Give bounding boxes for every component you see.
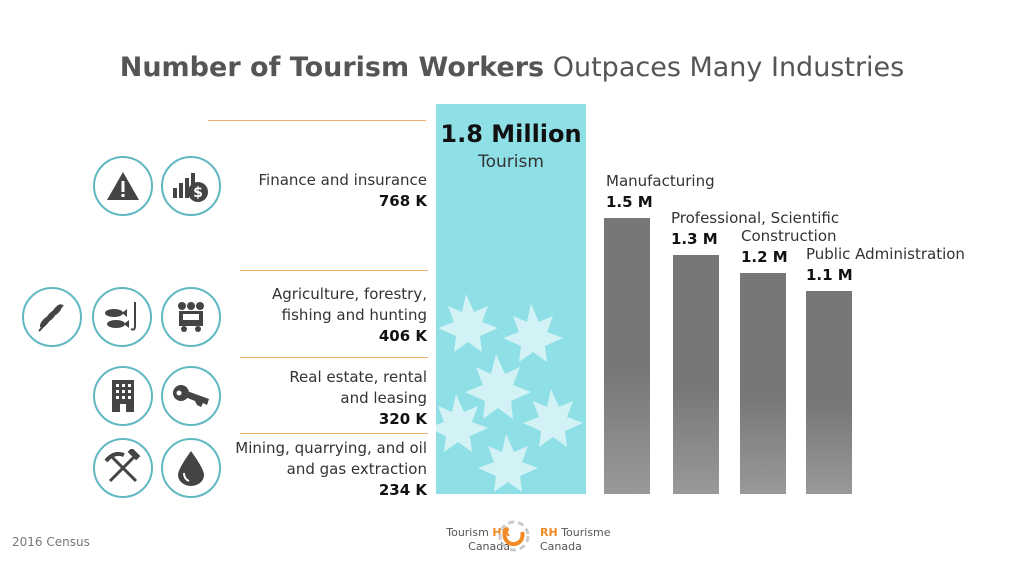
svg-text:$: $ xyxy=(193,185,203,201)
industry-name-line2: and leasing xyxy=(340,389,427,407)
bar-value-manufacturing: 1.5 M xyxy=(606,192,653,211)
bar-label-construction: Construction xyxy=(741,227,837,245)
bar-construction xyxy=(740,273,786,494)
industry-name: Real estate, rental xyxy=(289,368,427,386)
warning-icon xyxy=(93,156,153,216)
chart-title-rest: Outpaces Many Industries xyxy=(544,52,905,83)
bar-manufacturing xyxy=(604,217,650,494)
footnote-census: 2016 Census xyxy=(12,535,90,549)
logo-word: Tourism xyxy=(446,526,489,539)
industry-name: Agriculture, forestry, xyxy=(271,285,427,303)
bar-value-professional: 1.3 M xyxy=(671,229,718,248)
fish-icon xyxy=(92,287,152,347)
separator-line xyxy=(240,270,428,271)
separator-line xyxy=(240,357,428,358)
tourism-bar xyxy=(436,104,586,494)
industry-value: 320 K xyxy=(378,410,427,428)
money-growth-icon: $ xyxy=(161,156,221,216)
key-icon xyxy=(161,366,221,426)
logging-truck-icon xyxy=(161,287,221,347)
pickaxe-hammer-icon xyxy=(93,438,153,498)
bar-value-construction: 1.2 M xyxy=(741,248,788,266)
separator-line xyxy=(208,120,426,121)
logo-word: Canada xyxy=(540,540,582,553)
bar-professional xyxy=(673,254,719,494)
industry-value: 406 K xyxy=(378,327,427,345)
industry-label-finance: Finance and insurance 768 K xyxy=(259,170,427,212)
industry-label-mining: Mining, quarrying, and oil and gas extra… xyxy=(235,438,427,501)
bar-label-manufacturing: Manufacturing xyxy=(606,171,715,190)
bar-label-public-admin: Public Administration xyxy=(806,245,965,264)
industry-value: 768 K xyxy=(378,192,427,210)
building-icon xyxy=(93,366,153,426)
industry-name: Finance and insurance xyxy=(258,171,427,189)
logo-rh: RH xyxy=(540,526,558,539)
industry-name-line2: and gas extraction xyxy=(286,460,427,478)
tourism-name-label: Tourism xyxy=(478,152,544,172)
maple-leaf-decoration xyxy=(436,294,583,492)
industry-label-real-estate: Real estate, rental and leasing 320 K xyxy=(289,367,427,430)
oil-drop-icon xyxy=(161,438,221,498)
separator-line xyxy=(240,433,428,434)
industry-name-line2: fishing and hunting xyxy=(281,306,427,324)
tourism-value-label: 1.8 Million xyxy=(440,120,582,148)
chart-title: Number of Tourism Workers Outpaces Many … xyxy=(0,52,1024,83)
logo-word: Tourisme xyxy=(561,526,611,539)
industry-value: 234 K xyxy=(378,481,427,499)
industry-label-agriculture: Agriculture, forestry, fishing and hunti… xyxy=(272,284,427,347)
logo-mark-icon xyxy=(498,520,530,552)
logo-word: Canada xyxy=(468,540,510,553)
bar-value-public-admin: 1.1 M xyxy=(806,266,853,285)
wheat-icon xyxy=(22,287,82,347)
logo-text-fr: RH Tourisme Canada xyxy=(540,526,611,554)
industry-name: Mining, quarrying, and oil xyxy=(235,439,427,457)
chart-title-bold: Number of Tourism Workers xyxy=(119,52,545,83)
bar-label-professional: Professional, Scientific xyxy=(671,208,840,227)
bar-public-admin xyxy=(806,291,852,494)
